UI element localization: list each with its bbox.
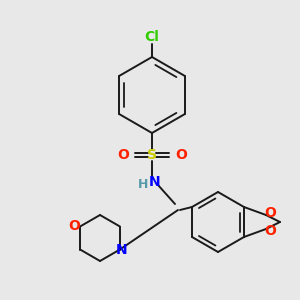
Text: H: H (138, 178, 148, 190)
Text: S: S (147, 148, 157, 162)
Text: O: O (175, 148, 187, 162)
Text: O: O (264, 206, 276, 220)
Text: O: O (117, 148, 129, 162)
Text: O: O (68, 220, 80, 233)
Text: N: N (149, 175, 161, 189)
Text: O: O (264, 224, 276, 238)
Text: Cl: Cl (145, 30, 159, 44)
Text: N: N (116, 242, 128, 256)
